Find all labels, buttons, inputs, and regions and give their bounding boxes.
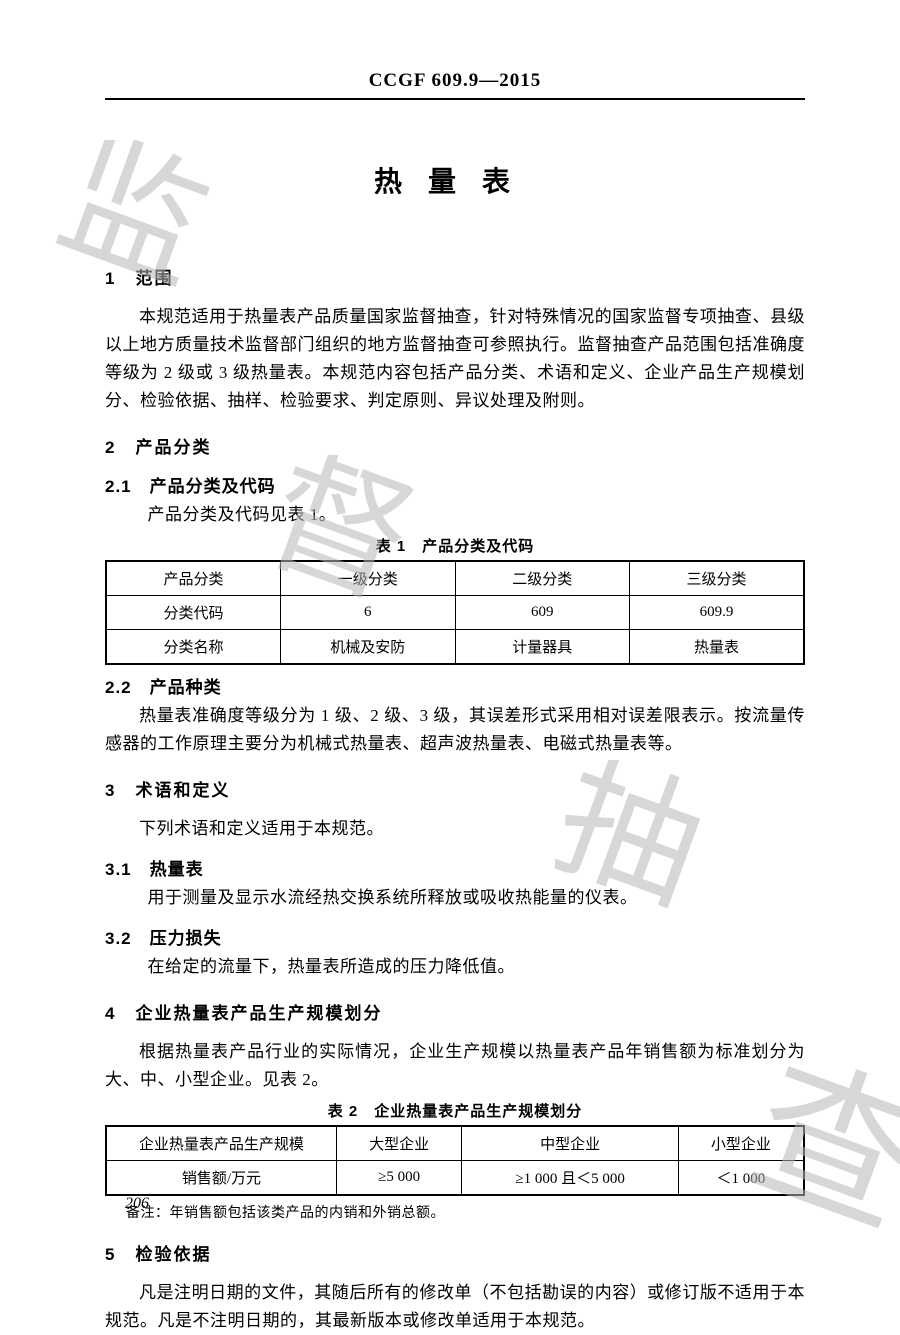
section-2-2-num: 2.2 xyxy=(105,678,132,697)
table-cell: 机械及安防 xyxy=(281,630,456,665)
section-3-heading: 3 术语和定义 xyxy=(105,776,805,801)
table-row: 销售额/万元 ≥5 000 ≥1 000 且＜5 000 ＜1 000 xyxy=(106,1161,804,1196)
section-2-1-heading: 2.1 产品分类及代码 xyxy=(105,472,805,497)
table-cell: 三级分类 xyxy=(630,561,805,596)
section-2-1-num: 2.1 xyxy=(105,477,132,496)
section-4-heading: 4 企业热量表产品生产规模划分 xyxy=(105,999,805,1024)
table-cell: ＜1 000 xyxy=(678,1161,804,1196)
section-3-1-title: 热量表 xyxy=(150,860,204,879)
table-row: 企业热量表产品生产规模 大型企业 中型企业 小型企业 xyxy=(106,1126,804,1161)
section-1-paragraph: 本规范适用于热量表产品质量国家监督抽查，针对特殊情况的国家监督专项抽查、县级以上… xyxy=(105,303,805,415)
table-cell: 分类代码 xyxy=(106,596,281,630)
table-cell: 6 xyxy=(281,596,456,630)
table-2-caption: 表 2 企业热量表产品生产规模划分 xyxy=(105,1100,805,1121)
section-2-1-paragraph: 产品分类及代码见表 1。 xyxy=(105,501,805,529)
table-row: 产品分类 一级分类 二级分类 三级分类 xyxy=(106,561,804,596)
section-5-title: 检验依据 xyxy=(135,1245,211,1264)
section-2-2-title: 产品种类 xyxy=(150,678,222,697)
document-title: 热量表 xyxy=(105,160,805,200)
table-cell: 分类名称 xyxy=(106,630,281,665)
table-cell: 二级分类 xyxy=(455,561,630,596)
page: 监 督 抽 查 CCGF 609.9—2015 热量表 1 范围 本规范适用于热… xyxy=(0,0,900,1273)
table-1-caption: 表 1 产品分类及代码 xyxy=(105,535,805,556)
section-2-num: 2 xyxy=(105,438,116,457)
section-3-intro: 下列术语和定义适用于本规范。 xyxy=(105,815,805,843)
table-cell: 609.9 xyxy=(630,596,805,630)
section-3-2-title: 压力损失 xyxy=(150,929,222,948)
section-3-num: 3 xyxy=(105,781,116,800)
section-2-1-title: 产品分类及代码 xyxy=(150,477,276,496)
section-3-1-paragraph: 用于测量及显示水流经热交换系统所释放或吸收热能量的仪表。 xyxy=(105,884,805,912)
table-row: 分类代码 6 609 609.9 xyxy=(106,596,804,630)
table-cell: 热量表 xyxy=(630,630,805,665)
table-cell: 产品分类 xyxy=(106,561,281,596)
table-2-note: 备注：年销售额包括该类产品的内销和外销总额。 xyxy=(105,1202,805,1222)
section-5-paragraph: 凡是注明日期的文件，其随后所有的修改单（不包括勘误的内容）或修订版不适用于本规范… xyxy=(105,1279,805,1335)
table-cell: ≥5 000 xyxy=(336,1161,462,1196)
table-row: 分类名称 机械及安防 计量器具 热量表 xyxy=(106,630,804,665)
section-1-num: 1 xyxy=(105,269,116,288)
section-2-heading: 2 产品分类 xyxy=(105,433,805,458)
page-number: 206 xyxy=(125,1195,149,1213)
header-standard-code: CCGF 609.9—2015 xyxy=(105,70,805,98)
section-5-num: 5 xyxy=(105,1245,116,1264)
table-cell: 中型企业 xyxy=(462,1126,678,1161)
section-2-title: 产品分类 xyxy=(135,438,211,457)
section-2-2-heading: 2.2 产品种类 xyxy=(105,673,805,698)
section-1-heading: 1 范围 xyxy=(105,264,805,289)
table-1: 产品分类 一级分类 二级分类 三级分类 分类代码 6 609 609.9 分类名… xyxy=(105,560,805,665)
section-3-1-heading: 3.1 热量表 xyxy=(105,855,805,880)
table-cell: 大型企业 xyxy=(336,1126,462,1161)
table-cell: 销售额/万元 xyxy=(106,1161,336,1196)
section-3-1-num: 3.1 xyxy=(105,860,132,879)
table-cell: 小型企业 xyxy=(678,1126,804,1161)
section-3-2-num: 3.2 xyxy=(105,929,132,948)
section-3-title: 术语和定义 xyxy=(135,781,230,800)
section-4-num: 4 xyxy=(105,1004,116,1023)
table-2: 企业热量表产品生产规模 大型企业 中型企业 小型企业 销售额/万元 ≥5 000… xyxy=(105,1125,805,1196)
section-3-2-paragraph: 在给定的流量下，热量表所造成的压力降低值。 xyxy=(105,953,805,981)
section-4-paragraph: 根据热量表产品行业的实际情况，企业生产规模以热量表产品年销售额为标准划分为大、中… xyxy=(105,1038,805,1094)
section-5-heading: 5 检验依据 xyxy=(105,1240,805,1265)
table-cell: ≥1 000 且＜5 000 xyxy=(462,1161,678,1196)
section-2-2-paragraph: 热量表准确度等级分为 1 级、2 级、3 级，其误差形式采用相对误差限表示。按流… xyxy=(105,702,805,758)
header-rule xyxy=(105,98,805,100)
section-4-title: 企业热量表产品生产规模划分 xyxy=(135,1004,382,1023)
table-cell: 一级分类 xyxy=(281,561,456,596)
section-1-title: 范围 xyxy=(135,269,173,288)
table-cell: 609 xyxy=(455,596,630,630)
table-cell: 计量器具 xyxy=(455,630,630,665)
section-3-2-heading: 3.2 压力损失 xyxy=(105,924,805,949)
table-cell: 企业热量表产品生产规模 xyxy=(106,1126,336,1161)
